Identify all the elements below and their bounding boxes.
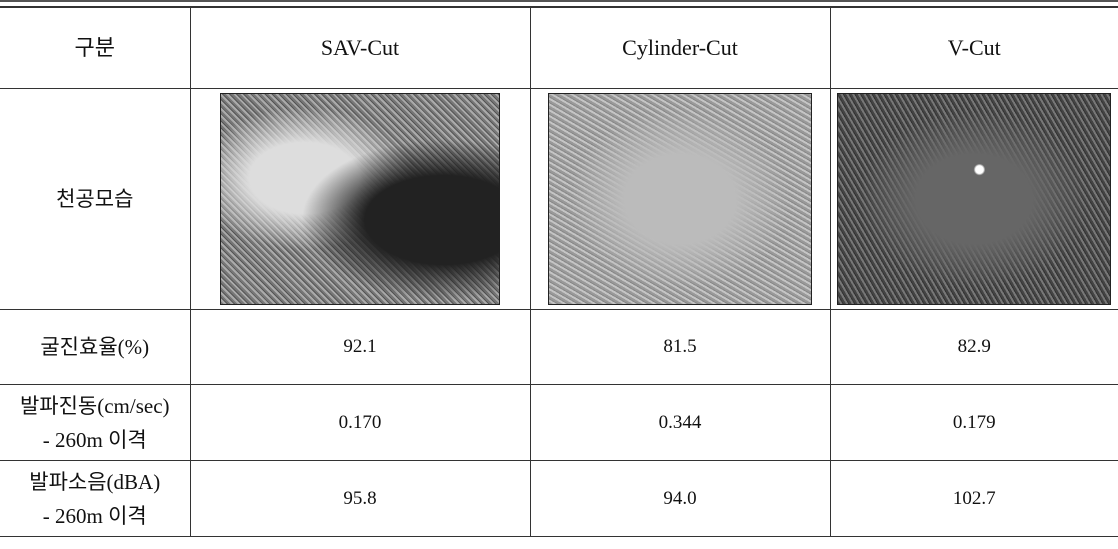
label-text: 굴진효율(%) — [0, 330, 190, 364]
header-cell: SAV-Cut — [190, 7, 530, 89]
value-cell: 0.344 — [530, 385, 830, 461]
photo-cell — [530, 89, 830, 310]
cell-text: 95.8 — [191, 482, 530, 516]
row-label: 천공모습 — [0, 89, 190, 310]
photo — [548, 93, 812, 305]
row-label: 굴진효율(%) — [0, 310, 190, 385]
photo-row: 천공모습 — [0, 89, 1118, 310]
cell-text: 0.179 — [831, 406, 1118, 440]
header-text: 구분 — [0, 31, 190, 65]
cell-text: 81.5 — [531, 330, 830, 364]
row-label: 발파진동(cm/sec)- 260m 이격 — [0, 385, 190, 461]
cell-text: 0.344 — [531, 406, 830, 440]
photo-cell — [830, 89, 1118, 310]
cell-text: 92.1 — [191, 330, 530, 364]
value-cell: 82.9 — [830, 310, 1118, 385]
header-cell: Cylinder-Cut — [530, 7, 830, 89]
photo-cell — [190, 89, 530, 310]
value-cell: 92.1 — [190, 310, 530, 385]
value-cell: 95.8 — [190, 461, 530, 537]
cell-text: 102.7 — [831, 482, 1118, 516]
label-text: 천공모습 — [0, 182, 190, 216]
value-cell: 0.170 — [190, 385, 530, 461]
header-text: Cylinder-Cut — [531, 31, 830, 65]
cell-text: 82.9 — [831, 330, 1118, 364]
label-text: 발파소음(dBA) — [0, 465, 190, 499]
label-text: - 260m 이격 — [0, 423, 190, 457]
top-rule — [0, 0, 1118, 2]
cell-text: 0.170 — [191, 406, 530, 440]
value-cell: 0.179 — [830, 385, 1118, 461]
label-text: - 260m 이격 — [0, 499, 190, 533]
label-text: 발파진동(cm/sec) — [0, 389, 190, 423]
value-cell: 102.7 — [830, 461, 1118, 537]
photo — [220, 93, 500, 305]
header-text: V-Cut — [831, 31, 1118, 65]
row-label: 발파소음(dBA)- 260m 이격 — [0, 461, 190, 537]
value-cell: 94.0 — [530, 461, 830, 537]
cell-text: 94.0 — [531, 482, 830, 516]
header-cell: 구분 — [0, 7, 190, 89]
value-cell: 81.5 — [530, 310, 830, 385]
header-cell: V-Cut — [830, 7, 1118, 89]
photo — [837, 93, 1111, 305]
header-text: SAV-Cut — [191, 31, 530, 65]
